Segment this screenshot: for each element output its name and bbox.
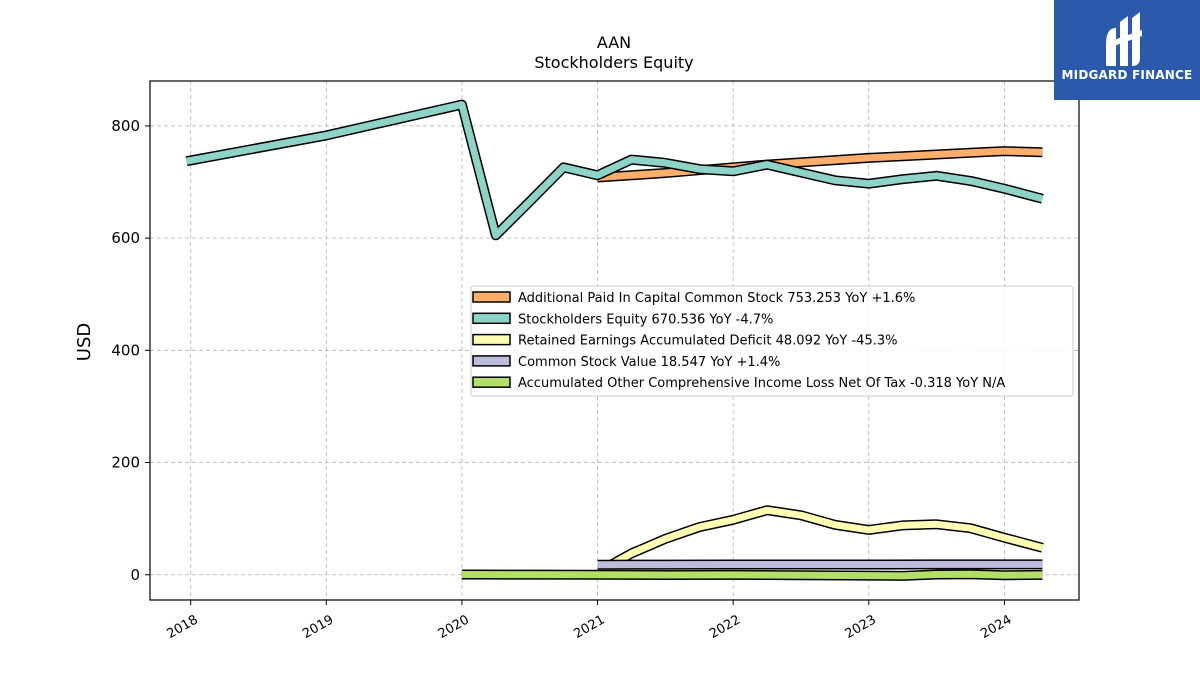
x-tick-label: 2021 [571, 612, 607, 642]
legend-entry: Stockholders Equity 670.536 YoY -4.7% [518, 312, 773, 327]
x-axis: 2018 2019 2020 2021 2022 2023 2024 [165, 600, 1014, 642]
y-tick-label: 800 [111, 117, 140, 135]
series-4 [461, 569, 1043, 581]
series-line [597, 147, 1043, 181]
x-tick-label: 2022 [707, 612, 743, 642]
legend-swatch [472, 333, 511, 346]
y-tick-label: 600 [111, 229, 140, 247]
series-line [609, 506, 1044, 568]
x-tick-label: 2023 [843, 612, 879, 642]
legend-box [470, 285, 1074, 397]
y-tick-label: 0 [130, 566, 140, 584]
x-tick-label: 2019 [300, 612, 336, 642]
legend-swatch [472, 312, 511, 325]
legend-swatch [472, 355, 511, 367]
legend: Additional Paid In Capital Common Stock … [470, 285, 1074, 397]
x-tick-label: 2018 [165, 612, 201, 642]
series-2 [608, 505, 1044, 570]
series-line [185, 101, 1044, 239]
y-tick-label: 200 [111, 454, 140, 472]
y-tick-label: 400 [111, 341, 140, 359]
y-axis-label: USD [74, 323, 95, 361]
chart-title: AAN [597, 33, 631, 52]
series-0 [597, 146, 1043, 183]
x-tick-label: 2024 [978, 612, 1014, 642]
legend-entry: Accumulated Other Comprehensive Income L… [518, 376, 1005, 391]
x-tick-label: 2020 [436, 612, 472, 642]
y-axis: 0 200 400 600 800 [111, 117, 150, 584]
logo-mark-icon [1106, 12, 1142, 66]
legend-entry: Additional Paid In Capital Common Stock … [518, 291, 915, 306]
series-layer [185, 99, 1044, 581]
logo: MIDGARD FINANCE [1054, 0, 1200, 100]
plot-frame [149, 80, 1080, 601]
legend-swatch [472, 291, 511, 303]
legend-swatch [472, 376, 511, 388]
chart-subtitle: Stockholders Equity [534, 53, 693, 72]
series-1 [185, 99, 1044, 241]
logo-text: MIDGARD FINANCE [1061, 68, 1193, 82]
series-line [461, 570, 1043, 580]
legend-entry: Retained Earnings Accumulated Deficit 48… [518, 334, 897, 349]
legend-entry: Common Stock Value 18.547 YoY +1.4% [518, 355, 780, 370]
